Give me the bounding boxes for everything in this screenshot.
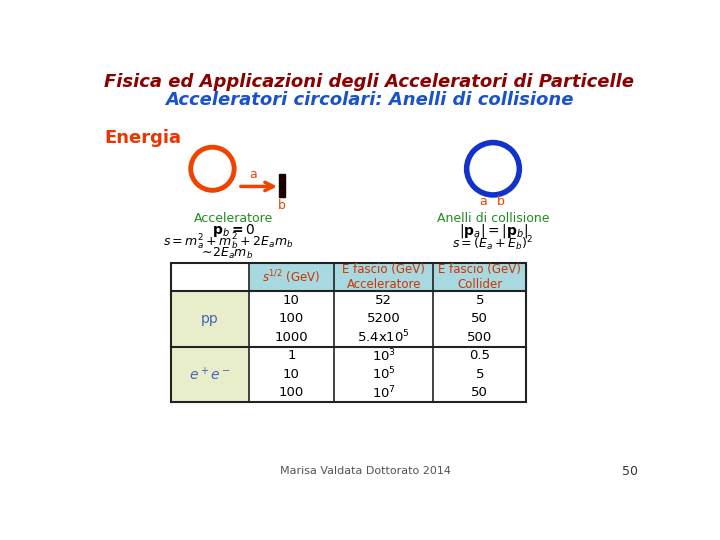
Text: Marisa Valdata Dottorato 2014: Marisa Valdata Dottorato 2014 — [279, 467, 451, 476]
Text: $|\mathbf{p}_a|=|\mathbf{p}_b|$: $|\mathbf{p}_a|=|\mathbf{p}_b|$ — [459, 222, 528, 240]
Text: $e^+e^-$: $e^+e^-$ — [189, 366, 231, 383]
Text: $s=m_a^2+m_b^2+2E_am_b$: $s=m_a^2+m_b^2+2E_am_b$ — [163, 232, 293, 252]
Text: 50: 50 — [472, 313, 488, 326]
Text: Acceleratore: Acceleratore — [194, 212, 273, 225]
Text: 52: 52 — [375, 294, 392, 307]
Text: 10$^7$: 10$^7$ — [372, 384, 396, 401]
Text: $s=(E_a+E_b)^2$: $s=(E_a+E_b)^2$ — [452, 234, 534, 253]
Text: $\mathbf{p}_b\mathbf{=}0$: $\mathbf{p}_b\mathbf{=}0$ — [212, 222, 255, 239]
Text: 5: 5 — [476, 294, 484, 307]
Text: 10$^3$: 10$^3$ — [372, 348, 396, 364]
Text: Fisica ed Applicazioni degli Acceleratori di Particelle: Fisica ed Applicazioni degli Accelerator… — [104, 73, 634, 91]
Text: Anelli di collisione: Anelli di collisione — [437, 212, 549, 225]
Text: $s^{1/2}$ (GeV): $s^{1/2}$ (GeV) — [262, 268, 320, 286]
Bar — [279, 174, 285, 197]
Text: E fascio (GeV)
Acceleratore: E fascio (GeV) Acceleratore — [342, 264, 426, 291]
Text: 100: 100 — [279, 386, 304, 399]
Bar — [171, 291, 249, 347]
Text: 0.5: 0.5 — [469, 349, 490, 362]
Text: pp: pp — [202, 312, 219, 326]
Text: b: b — [497, 195, 505, 208]
Text: 50: 50 — [622, 465, 638, 478]
Text: 1: 1 — [287, 349, 296, 362]
Bar — [171, 264, 249, 291]
Text: 5200: 5200 — [367, 313, 400, 326]
Text: $\sim\!2E_am_b$: $\sim\!2E_am_b$ — [199, 246, 253, 261]
Text: 10$^5$: 10$^5$ — [372, 366, 396, 383]
Bar — [334, 264, 433, 291]
Text: 10: 10 — [283, 294, 300, 307]
Bar — [171, 264, 526, 402]
Text: 10: 10 — [283, 368, 300, 381]
Text: 500: 500 — [467, 331, 492, 344]
Text: b: b — [278, 199, 286, 212]
Bar — [433, 264, 526, 291]
Text: 100: 100 — [279, 313, 304, 326]
Bar — [249, 291, 526, 347]
Text: 50: 50 — [472, 386, 488, 399]
Text: 5.4x10$^5$: 5.4x10$^5$ — [357, 329, 410, 346]
Text: a: a — [479, 195, 487, 208]
Text: 1000: 1000 — [275, 331, 308, 344]
Text: E fascio (GeV)
Collider: E fascio (GeV) Collider — [438, 264, 521, 291]
Text: Energia: Energia — [104, 129, 181, 147]
Bar — [171, 347, 249, 402]
Bar — [249, 347, 526, 402]
Text: Acceleratori circolari: Anelli di collisione: Acceleratori circolari: Anelli di collis… — [165, 91, 573, 109]
Text: 5: 5 — [476, 368, 484, 381]
Bar — [249, 264, 334, 291]
Text: a: a — [249, 168, 256, 181]
